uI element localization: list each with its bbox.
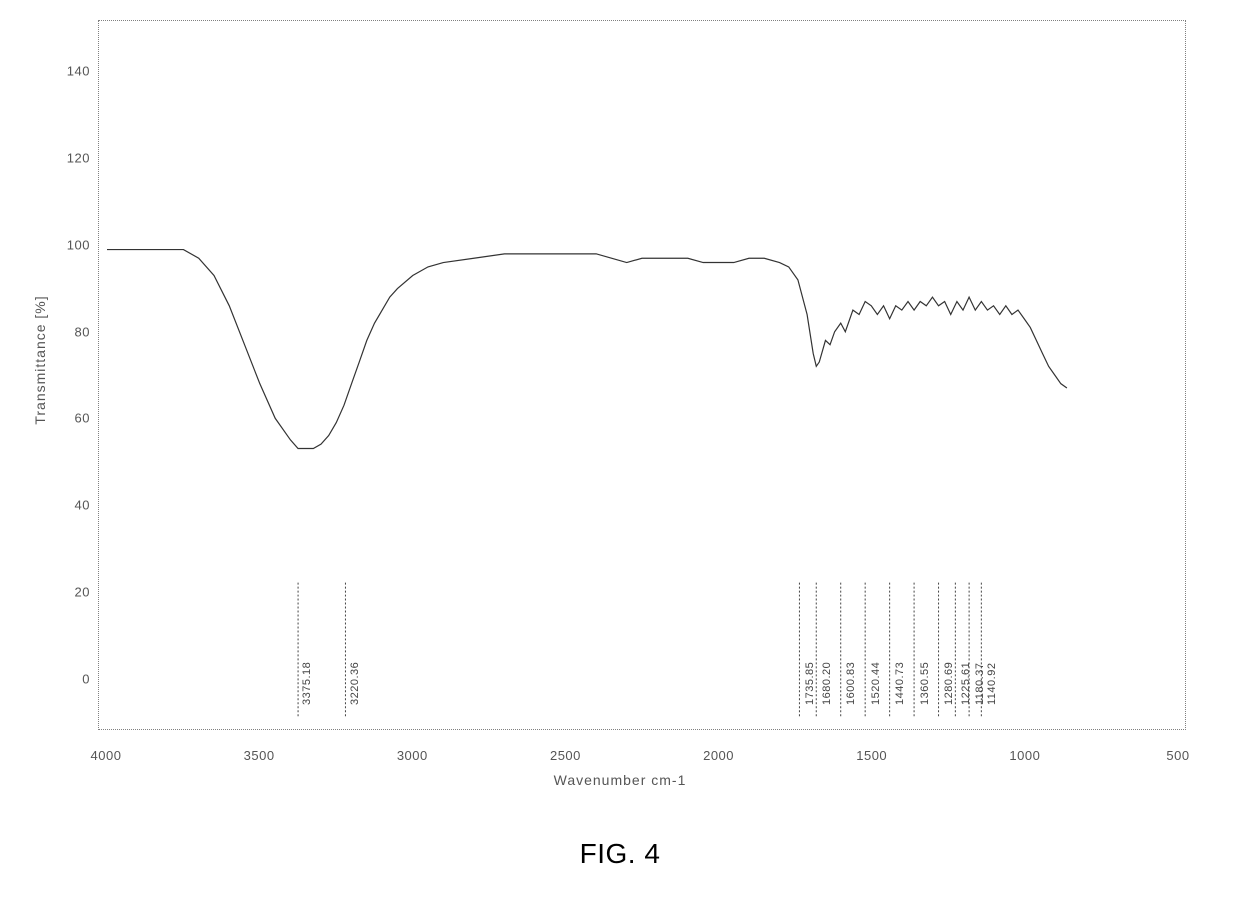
y-tick-label: 80 (30, 324, 90, 339)
peak-label: 1140.92 (986, 663, 998, 705)
x-tick-label: 3000 (397, 748, 428, 763)
x-tick-label: 1000 (1009, 748, 1040, 763)
peak-label: 1600.83 (845, 662, 857, 705)
y-tick-label: 140 (30, 64, 90, 79)
figure-caption: FIG. 4 (580, 838, 661, 870)
peak-label: 1360.55 (919, 662, 931, 705)
peak-label: 1280.69 (943, 662, 955, 705)
plot-area (107, 29, 1177, 721)
x-tick-label: 1500 (856, 748, 887, 763)
peak-label: 1680.20 (821, 662, 833, 705)
x-tick-label: 500 (1166, 748, 1189, 763)
y-tick-label: 60 (30, 411, 90, 426)
spectrum-svg (107, 29, 1177, 721)
peak-label: 1225.61 (960, 662, 972, 705)
x-tick-label: 2500 (550, 748, 581, 763)
peak-label: 3220.36 (349, 662, 361, 705)
figure-container: Transmittance [%] Wavenumber cm-1 0 20 40 6… (0, 0, 1240, 902)
x-axis-title: Wavenumber cm-1 (554, 772, 687, 788)
x-tick-label: 3500 (244, 748, 275, 763)
peak-label: 1440.73 (894, 662, 906, 705)
spectrum-line (107, 250, 1067, 449)
x-tick-label: 2000 (703, 748, 734, 763)
y-tick-label: 100 (30, 237, 90, 252)
peak-label: 1735.85 (804, 662, 816, 705)
y-tick-label: 120 (30, 151, 90, 166)
peak-label: 1180.37 (974, 663, 986, 705)
y-tick-label: 20 (30, 584, 90, 599)
y-tick-label: 0 (30, 671, 90, 686)
peak-label: 3375.18 (301, 662, 313, 705)
y-axis-title: Transmittance [%] (32, 295, 48, 424)
plot-border (98, 20, 1186, 730)
x-tick-label: 4000 (91, 748, 122, 763)
y-tick-label: 40 (30, 498, 90, 513)
peak-label: 1520.44 (870, 662, 882, 705)
